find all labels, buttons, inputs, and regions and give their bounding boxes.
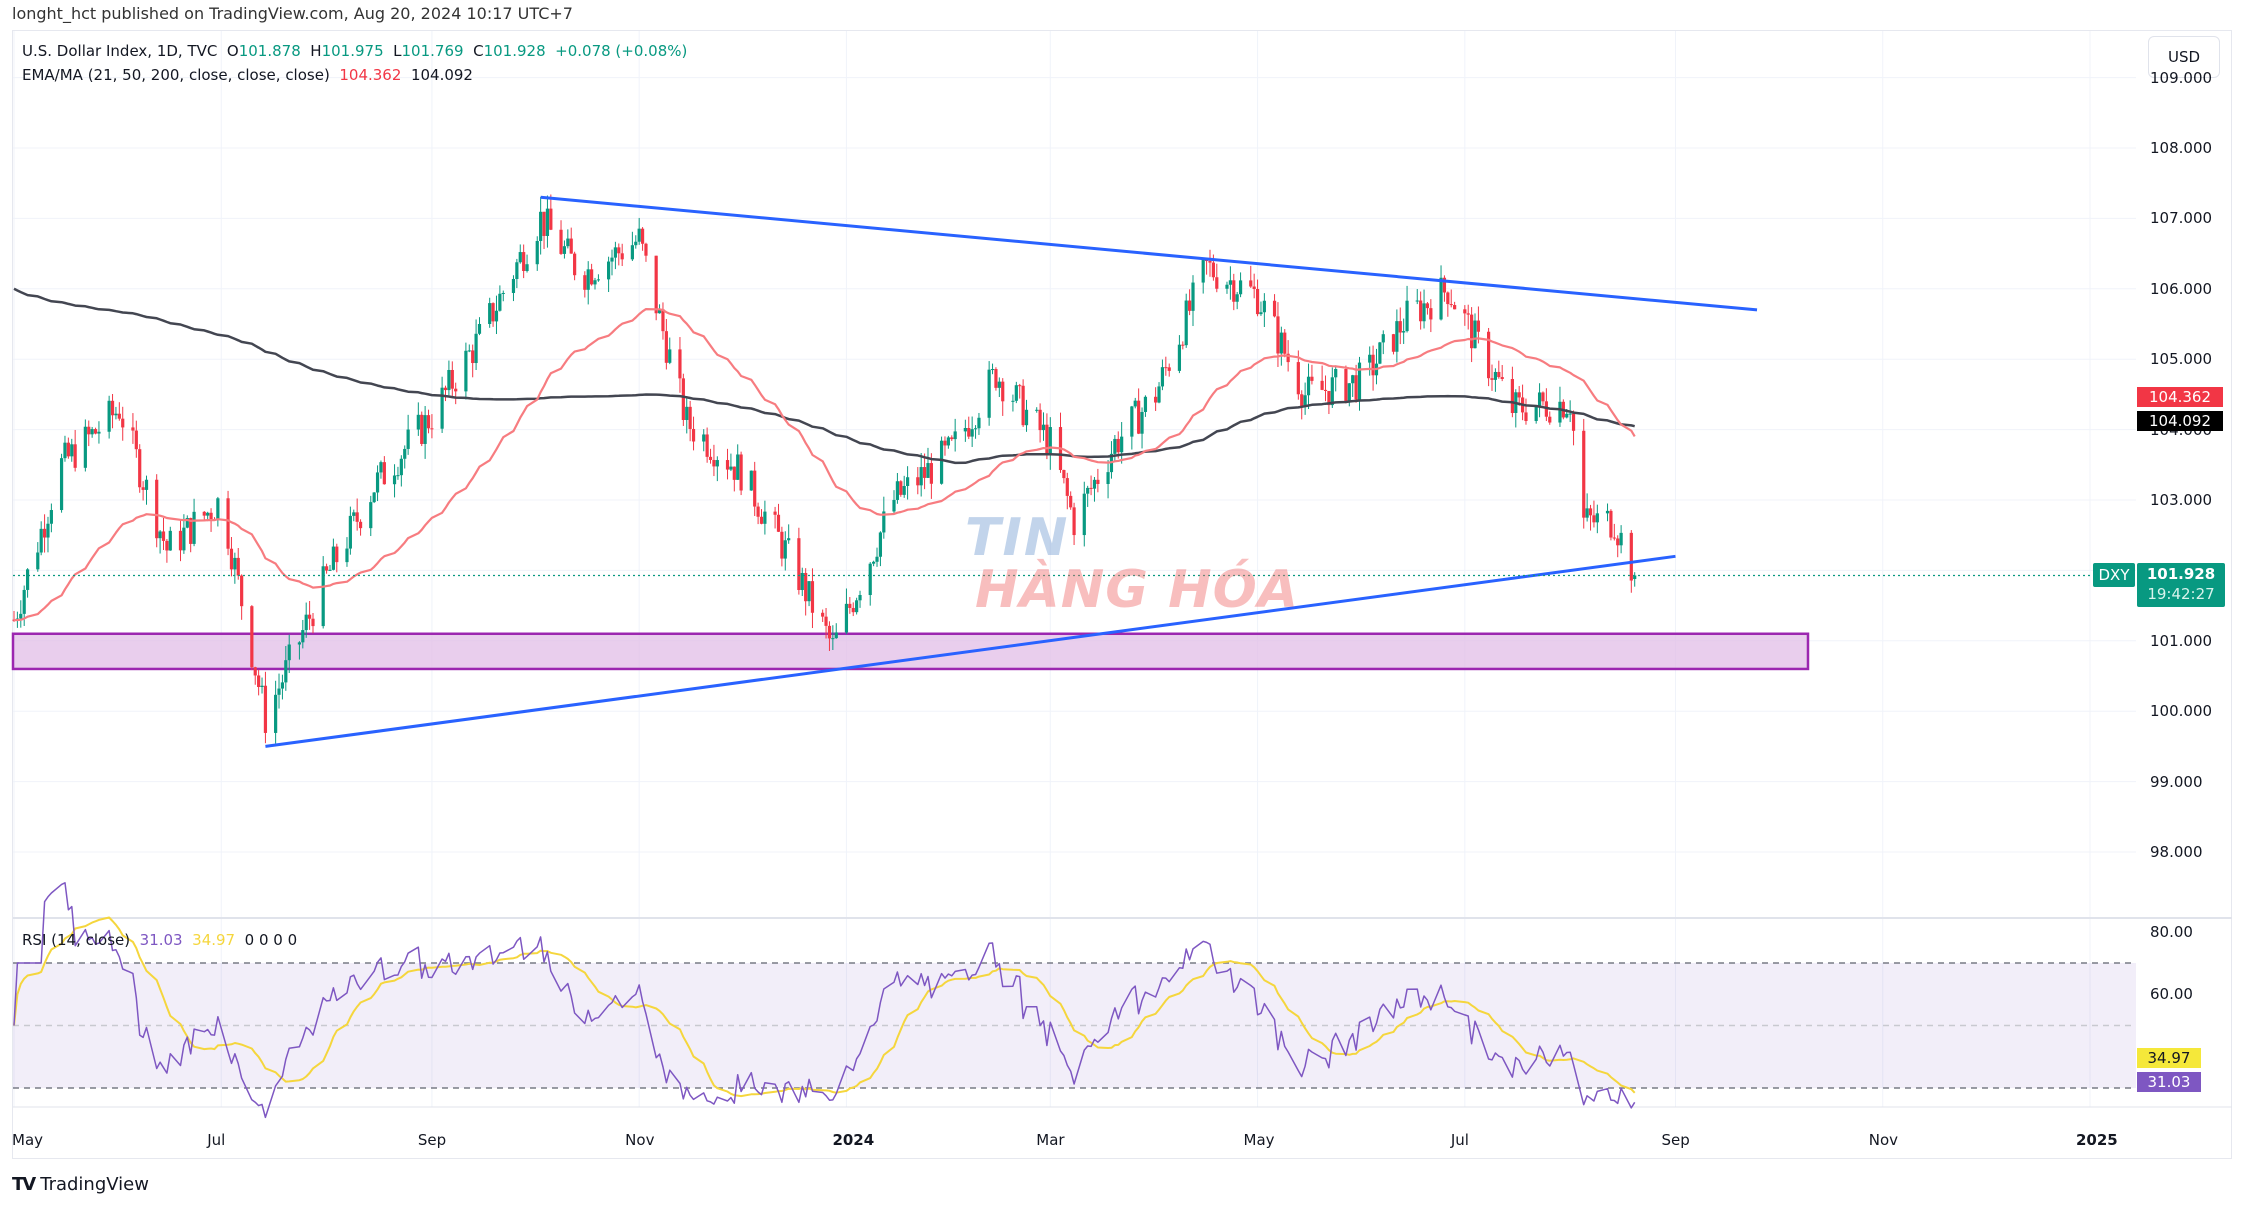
ema-value: 104.362: [339, 66, 402, 84]
rsi-ma-tag: 34.97: [2137, 1048, 2201, 1068]
published-caption: longht_hct published on TradingView.com,…: [12, 4, 573, 23]
time-tick: Sep: [417, 1131, 447, 1149]
price-tick: 103.000: [2150, 491, 2213, 509]
time-tick: Sep: [1661, 1131, 1690, 1149]
high-value: 101.975: [321, 42, 384, 60]
close-label: C: [473, 42, 484, 60]
symbol-legend: U.S. Dollar Index, 1D, TVC O101.878 H101…: [22, 42, 687, 60]
price-tick: 108.000: [2150, 139, 2213, 157]
time-tick: Jul: [1450, 1131, 1469, 1149]
rsi-line: [13, 882, 1636, 1119]
watermark-hang-hoa: HÀNG HÓA: [975, 560, 1300, 620]
price-tick: 109.000: [2150, 68, 2213, 87]
time-tick: Mar: [1036, 1131, 1065, 1149]
time-tick: May: [1243, 1131, 1275, 1149]
ema50-line: [13, 308, 1636, 622]
rsi-legend[interactable]: RSI (14, close) 31.03 34.97 0 0 0 0: [22, 931, 297, 949]
candles[interactable]: [12, 194, 1637, 744]
time-tick: Nov: [1868, 1131, 1899, 1149]
open-value: 101.878: [238, 42, 301, 60]
lower-trendline[interactable]: [265, 554, 1676, 748]
ma-legend[interactable]: EMA/MA (21, 50, 200, close, close, close…: [22, 66, 473, 84]
price-tick: 106.000: [2150, 279, 2213, 298]
low-label: L: [393, 42, 402, 60]
rsi-indicator-name: RSI (14, close): [22, 931, 131, 949]
change-value: +0.078 (+0.08%): [555, 42, 688, 60]
ema-price-tag: 104.362: [2137, 387, 2223, 407]
rsi-tick: 80.00: [2150, 922, 2193, 941]
upper-trendline[interactable]: [540, 195, 1758, 312]
rsi-tag: 31.03: [2137, 1072, 2201, 1092]
time-tick: Jul: [207, 1131, 226, 1149]
open-label: O: [226, 42, 239, 60]
symbol-name: U.S. Dollar Index, 1D, TVC: [22, 42, 218, 60]
ma200-price-tag: 104.092: [2137, 411, 2223, 431]
low-value: 101.769: [401, 42, 464, 60]
price-tick: 101.000: [2150, 631, 2213, 650]
time-tick: 2025: [2076, 1131, 2118, 1149]
tradingview-logo-text: TradingView: [40, 1174, 149, 1195]
rsi-value: 31.03: [139, 931, 183, 949]
time-tick: 2024: [832, 1131, 875, 1149]
price-tick: 105.000: [2150, 350, 2213, 369]
time-tick: Nov: [625, 1131, 655, 1149]
tradingview-logo[interactable]: TV TradingView: [12, 1174, 149, 1195]
rsi-extra-values: 0 0 0 0: [244, 931, 298, 949]
rsi-tick: 60.00: [2150, 985, 2193, 1004]
ma-indicator-name: EMA/MA (21, 50, 200, close, close, close…: [22, 66, 330, 84]
tradingview-logo-icon: TV: [12, 1174, 36, 1195]
price-tick: 98.000: [2150, 843, 2203, 861]
bar-countdown: 19:42:27: [2147, 585, 2215, 603]
support-zone[interactable]: [11, 632, 1810, 671]
close-value: 101.928: [483, 42, 546, 60]
time-tick: May: [12, 1131, 44, 1149]
price-tick: 107.000: [2150, 209, 2213, 228]
last-price-tag: 101.928 19:42:27: [2137, 563, 2225, 607]
last-price: 101.928: [2146, 565, 2216, 583]
ma200-line: [13, 287, 1635, 465]
symbol-tag: DXY: [2093, 563, 2135, 587]
rsi-ma-value: 34.97: [192, 931, 236, 949]
ma200-value: 104.092: [410, 66, 473, 84]
currency-button[interactable]: USD: [2148, 36, 2220, 78]
price-tick: 100.000: [2150, 702, 2213, 721]
price-tick: 99.000: [2150, 772, 2203, 791]
watermark-tin: TIN: [965, 508, 1070, 568]
high-label: H: [310, 42, 322, 60]
